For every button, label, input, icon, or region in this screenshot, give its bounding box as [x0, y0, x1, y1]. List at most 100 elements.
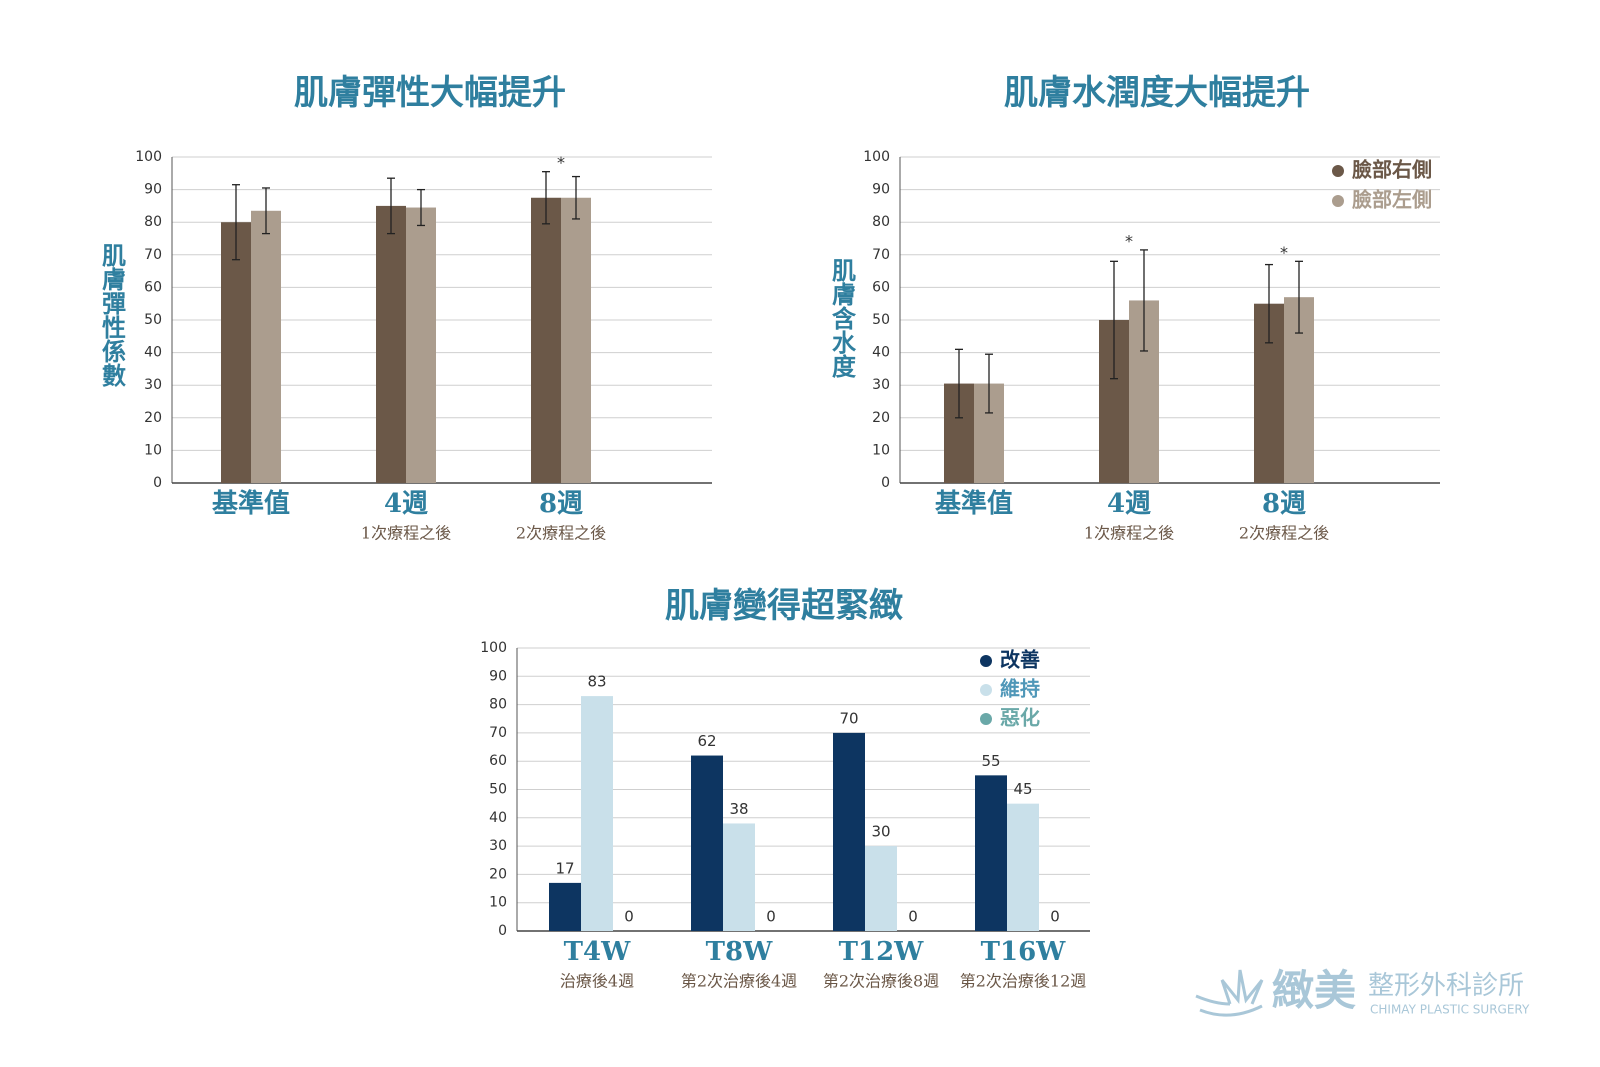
data-label: 45 — [1013, 780, 1032, 798]
bar — [561, 197, 591, 483]
y-axis-label: 肌膚彈性係數 — [98, 243, 127, 388]
bar — [723, 823, 755, 931]
y-tick-label: 20 — [872, 410, 890, 426]
data-label: 0 — [624, 908, 634, 926]
bar — [549, 882, 581, 931]
legend-marker — [980, 655, 992, 667]
y-tick-label: 80 — [489, 697, 507, 713]
x-tick-label: 8週 — [539, 489, 583, 519]
y-tick-label: 90 — [144, 182, 162, 198]
legend-marker — [980, 684, 992, 696]
bar — [1007, 803, 1039, 931]
x-tick-label: 基準值 — [212, 488, 290, 519]
y-tick-label: 40 — [872, 345, 890, 361]
y-tick-label: 0 — [498, 923, 507, 939]
y-tick-label: 10 — [144, 442, 162, 458]
data-label: 17 — [555, 859, 574, 877]
legend-marker — [980, 713, 992, 725]
data-label: 0 — [908, 908, 918, 926]
x-tick-sublabel: 第2次治療後8週 — [823, 972, 939, 991]
y-tick-label: 100 — [863, 149, 890, 165]
y-tick-label: 70 — [872, 247, 890, 263]
significance-marker: * — [557, 153, 565, 172]
data-label: 0 — [766, 908, 776, 926]
x-tick-label: T12W — [839, 937, 925, 967]
chart-title: 肌膚水潤度大幅提升 — [1004, 73, 1310, 113]
chart-title: 肌膚彈性大幅提升 — [294, 73, 566, 113]
y-tick-label: 30 — [872, 377, 890, 393]
bar — [406, 207, 436, 483]
bar — [833, 732, 865, 931]
bar — [865, 846, 897, 931]
x-tick-label: T8W — [706, 937, 773, 967]
y-tick-label: 60 — [489, 753, 507, 769]
data-label: 0 — [1050, 908, 1060, 926]
logo-name: 緻美 — [1272, 966, 1356, 1015]
y-tick-label: 50 — [489, 782, 507, 798]
data-label: 30 — [871, 823, 890, 841]
y-tick-label: 40 — [489, 810, 507, 826]
legend-label: 臉部左側 — [1352, 188, 1432, 212]
y-tick-label: 10 — [872, 442, 890, 458]
legend-label: 惡化 — [1000, 706, 1040, 730]
x-tick-sublabel: 1次療程之後 — [361, 524, 451, 543]
bar — [251, 210, 281, 484]
x-tick-sublabel: 2次療程之後 — [516, 524, 606, 543]
logo-icon — [1195, 969, 1264, 1017]
y-tick-label: 100 — [480, 640, 507, 656]
data-label: 62 — [697, 732, 716, 750]
bar — [221, 222, 251, 483]
x-tick-label: 基準值 — [935, 488, 1013, 519]
significance-marker: * — [1280, 243, 1288, 262]
legend-label: 改善 — [1000, 648, 1040, 672]
y-tick-label: 70 — [144, 247, 162, 263]
y-tick-label: 80 — [144, 214, 162, 230]
y-tick-label: 70 — [489, 725, 507, 741]
x-tick-label: 4週 — [1107, 489, 1151, 519]
x-tick-sublabel: 治療後4週 — [560, 972, 634, 991]
y-axis-label: 肌膚含水度 — [828, 258, 857, 379]
y-tick-label: 90 — [489, 668, 507, 684]
legend-label: 臉部右側 — [1352, 158, 1432, 182]
x-tick-label: T4W — [564, 937, 631, 967]
data-label: 55 — [981, 752, 1000, 770]
bar — [691, 755, 723, 931]
y-tick-label: 0 — [153, 475, 162, 491]
y-tick-label: 60 — [144, 279, 162, 295]
legend-label: 維持 — [1000, 677, 1040, 701]
y-tick-label: 20 — [144, 410, 162, 426]
bar — [581, 696, 613, 931]
y-tick-label: 40 — [144, 345, 162, 361]
y-tick-label: 60 — [872, 279, 890, 295]
y-tick-label: 90 — [872, 182, 890, 198]
x-tick-label: 8週 — [1262, 489, 1306, 519]
y-tick-label: 30 — [144, 377, 162, 393]
x-tick-label: 4週 — [384, 489, 428, 519]
legend-marker — [1332, 165, 1344, 177]
x-tick-label: T16W — [981, 937, 1067, 967]
data-label: 38 — [729, 800, 748, 818]
legend-marker — [1332, 195, 1344, 207]
y-tick-label: 0 — [881, 475, 890, 491]
chart-title: 肌膚變得超緊緻 — [665, 586, 903, 626]
y-tick-label: 100 — [135, 149, 162, 165]
x-tick-sublabel: 1次療程之後 — [1084, 524, 1174, 543]
logo-subtitle: 整形外科診所 — [1368, 971, 1524, 1001]
y-tick-label: 50 — [144, 312, 162, 328]
bar — [975, 775, 1007, 931]
y-tick-label: 80 — [872, 214, 890, 230]
logo-english: CHIMAY PLASTIC SURGERY — [1370, 1003, 1530, 1017]
y-tick-label: 50 — [872, 312, 890, 328]
data-label: 70 — [839, 709, 858, 727]
x-tick-sublabel: 2次療程之後 — [1239, 524, 1329, 543]
x-tick-sublabel: 第2次治療後4週 — [681, 972, 797, 991]
x-tick-sublabel: 第2次治療後12週 — [960, 972, 1087, 991]
data-label: 83 — [587, 673, 606, 691]
significance-marker: * — [1125, 231, 1133, 250]
y-tick-label: 10 — [489, 895, 507, 911]
y-tick-label: 30 — [489, 838, 507, 854]
bar — [531, 197, 561, 483]
bar — [376, 205, 406, 483]
y-tick-label: 20 — [489, 866, 507, 882]
